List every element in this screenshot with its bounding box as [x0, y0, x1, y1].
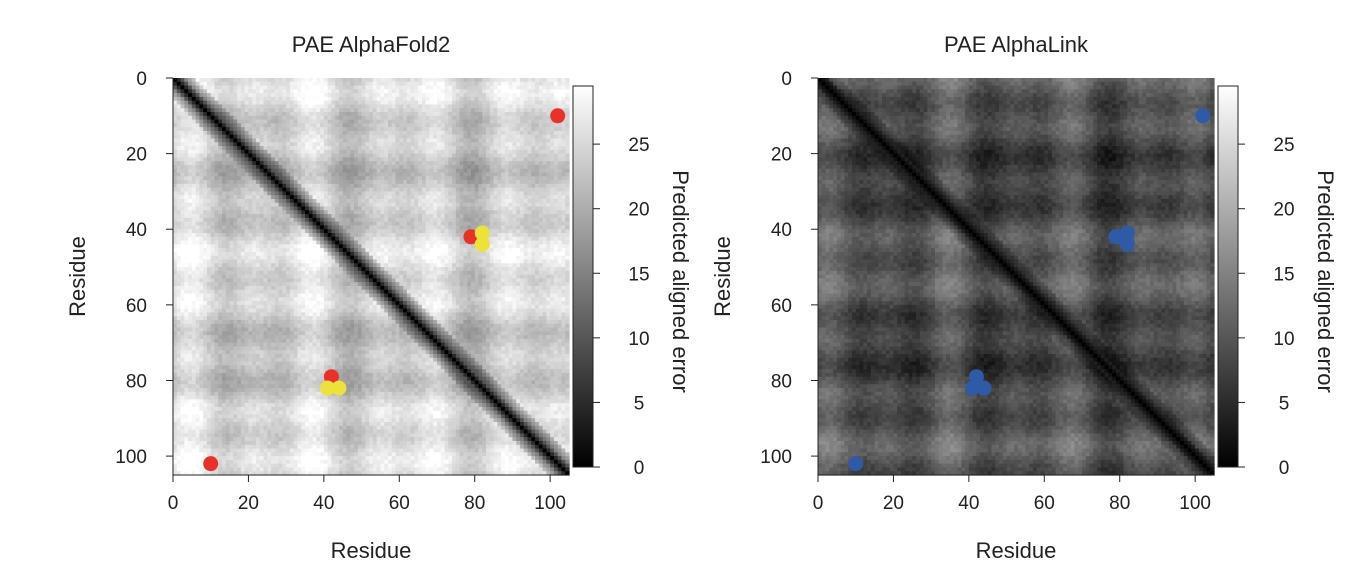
colorbar-label: Predicted aligned error [668, 170, 693, 393]
colorbar-tick-label: 5 [634, 393, 645, 414]
x-tick-label: 80 [1109, 493, 1130, 514]
y-axis-label: Residue [65, 236, 90, 317]
x-tick-label: 40 [958, 493, 979, 514]
data-point [976, 381, 991, 396]
x-tick-label: 80 [464, 493, 485, 514]
data-point [550, 108, 565, 123]
colorbar-tick-label: 25 [628, 135, 649, 156]
x-axis-label: Residue [331, 538, 412, 563]
x-tick-label: 0 [813, 493, 824, 514]
y-tick-label: 0 [136, 69, 147, 90]
colorbar [1218, 86, 1238, 467]
colorbar-tick-label: 20 [628, 200, 649, 221]
chart-title: PAE AlphaFold2 [292, 32, 451, 57]
heatmap [173, 78, 570, 476]
data-point [848, 456, 863, 471]
colorbar-tick-label: 0 [1279, 458, 1290, 479]
chart-title: PAE AlphaLink [944, 32, 1089, 57]
colorbar-tick-label: 5 [1279, 393, 1290, 414]
x-tick-label: 100 [534, 493, 566, 514]
y-tick-label: 100 [115, 447, 147, 468]
y-tick-label: 100 [760, 447, 792, 468]
colorbar-tick-label: 10 [1273, 329, 1294, 350]
colorbar-tick-label: 15 [628, 264, 649, 285]
colorbar-label: Predicted aligned error [1313, 170, 1338, 393]
x-tick-label: 60 [389, 493, 410, 514]
y-tick-label: 80 [126, 371, 147, 392]
colorbar-tick-label: 15 [1273, 264, 1294, 285]
data-point [203, 456, 218, 471]
y-tick-label: 20 [771, 145, 792, 166]
x-tick-label: 20 [238, 493, 259, 514]
y-tick-label: 40 [771, 220, 792, 241]
colorbar-tick-label: 0 [634, 458, 645, 479]
colorbar-tick-label: 20 [1273, 200, 1294, 221]
colorbar [573, 86, 593, 467]
x-tick-label: 40 [313, 493, 334, 514]
data-point [475, 237, 490, 252]
data-point [331, 381, 346, 396]
data-point [1195, 108, 1210, 123]
y-tick-label: 60 [126, 296, 147, 317]
x-tick-label: 0 [168, 493, 179, 514]
colorbar-tick-label: 10 [628, 329, 649, 350]
x-tick-label: 100 [1179, 493, 1211, 514]
y-tick-label: 20 [126, 145, 147, 166]
x-axis-label: Residue [976, 538, 1057, 563]
y-tick-label: 40 [126, 220, 147, 241]
y-tick-label: 80 [771, 371, 792, 392]
y-tick-label: 0 [781, 69, 792, 90]
x-tick-label: 20 [883, 493, 904, 514]
x-tick-label: 60 [1034, 493, 1055, 514]
colorbar-tick-label: 25 [1273, 135, 1294, 156]
heatmap [818, 78, 1215, 476]
data-point [1120, 237, 1135, 252]
y-tick-label: 60 [771, 296, 792, 317]
y-axis-label: Residue [710, 236, 735, 317]
